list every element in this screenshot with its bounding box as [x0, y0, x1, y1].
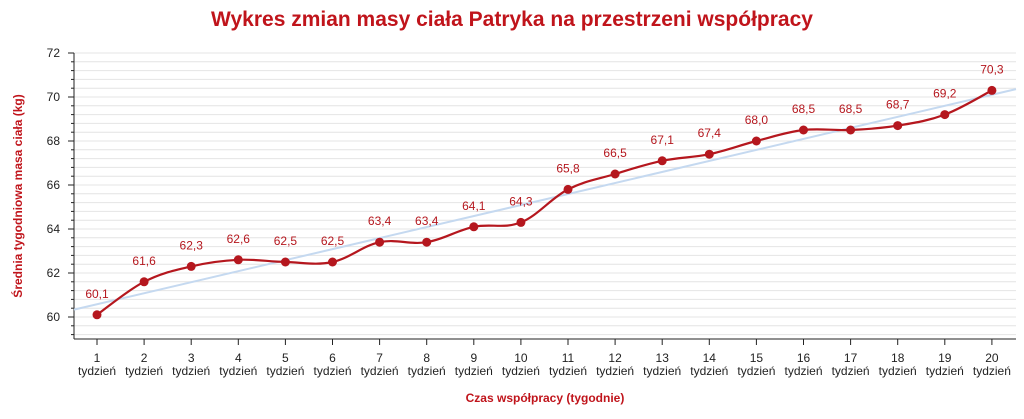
x-tick-labels: 1tydzień2tydzień3tydzień4tydzień5tydzień… — [78, 351, 1011, 378]
x-tick-sublabel: tydzień — [926, 364, 964, 378]
x-tick-label: 4 — [235, 351, 242, 365]
data-labels: 60,1 61,6 62,3 62,6 62,5 62,5 63,4 63,4 64,1 64,3… — [85, 62, 1004, 300]
x-tick-label: 17 — [844, 351, 858, 365]
y-tick-label: 60 — [47, 310, 61, 324]
x-tick-sublabel: tydzień — [690, 364, 728, 378]
x-tick-label: 1 — [94, 351, 101, 365]
data-label: 68,0 — [745, 113, 769, 127]
x-tick-label: 12 — [608, 351, 622, 365]
x-tick-label: 6 — [329, 351, 336, 365]
x-tick-label: 19 — [938, 351, 952, 365]
data-label: 64,3 — [509, 194, 533, 208]
axes — [68, 52, 1016, 345]
x-tick-sublabel: tydzień — [266, 364, 304, 378]
data-point — [704, 149, 714, 159]
x-tick-label: 10 — [514, 351, 528, 365]
x-tick-sublabel: tydzień — [78, 364, 116, 378]
data-label: 64,1 — [462, 199, 486, 213]
data-point — [328, 257, 337, 267]
x-tick-label: 16 — [797, 351, 811, 365]
x-tick-sublabel: tydzień — [832, 364, 870, 378]
data-label: 70,3 — [980, 62, 1004, 76]
x-tick-sublabel: tydzień — [219, 364, 257, 378]
x-tick-label: 15 — [750, 351, 764, 365]
data-label: 63,4 — [368, 214, 392, 228]
data-point — [422, 237, 432, 247]
trend-line — [73, 88, 1017, 311]
data-point — [516, 217, 526, 227]
x-tick-label: 14 — [703, 351, 717, 365]
x-tick-label: 18 — [891, 351, 905, 365]
x-tick-label: 7 — [376, 351, 383, 365]
x-axis-title: Czas współpracy (tygodnie) — [466, 391, 625, 405]
data-point — [799, 125, 808, 135]
y-tick-label: 62 — [47, 266, 61, 280]
data-point — [563, 184, 573, 194]
x-tick-sublabel: tydzień — [125, 364, 163, 378]
data-point — [92, 310, 102, 320]
x-tick-sublabel: tydzień — [973, 364, 1011, 378]
x-tick-sublabel: tydzień — [455, 364, 493, 378]
data-label: 68,5 — [792, 102, 816, 116]
data-label: 61,6 — [132, 254, 156, 268]
grid-lines — [74, 52, 1016, 336]
y-tick-labels: 60 62 64 66 68 70 72 — [47, 46, 61, 324]
data-point — [139, 277, 149, 287]
data-label: 62,5 — [321, 234, 345, 248]
data-point — [469, 222, 479, 232]
y-tick-label: 64 — [47, 222, 61, 236]
data-label: 62,5 — [274, 234, 298, 248]
x-tick-sublabel: tydzień — [596, 364, 634, 378]
x-tick-label: 9 — [470, 351, 477, 365]
y-tick-label: 68 — [47, 134, 61, 148]
x-tick-label: 2 — [141, 351, 148, 365]
data-point — [233, 255, 243, 265]
x-tick-sublabel: tydzień — [408, 364, 446, 378]
data-point — [893, 121, 903, 131]
x-tick-sublabel: tydzień — [784, 364, 822, 378]
data-point — [751, 136, 761, 146]
x-tick-label: 3 — [188, 351, 195, 365]
x-tick-label: 11 — [562, 351, 575, 365]
data-label: 67,1 — [651, 133, 675, 147]
x-tick-sublabel: tydzień — [313, 364, 351, 378]
chart-title: Wykres zmian masy ciała Patryka na przes… — [211, 8, 813, 31]
data-label: 66,5 — [603, 146, 627, 160]
data-label: 68,5 — [839, 102, 863, 116]
x-tick-sublabel: tydzień — [879, 364, 917, 378]
data-point — [940, 110, 950, 120]
y-tick-label: 72 — [47, 46, 61, 60]
data-point — [375, 237, 385, 247]
data-label: 62,6 — [227, 232, 251, 246]
x-tick-label: 20 — [985, 351, 999, 365]
trendline — [73, 88, 1017, 311]
x-tick-sublabel: tydzień — [737, 364, 775, 378]
data-label: 69,2 — [933, 87, 957, 101]
x-tick-sublabel: tydzień — [502, 364, 540, 378]
data-point — [280, 257, 290, 267]
data-label: 68,7 — [886, 98, 910, 112]
y-tick-label: 70 — [47, 90, 61, 104]
x-tick-sublabel: tydzień — [549, 364, 587, 378]
x-tick-sublabel: tydzień — [643, 364, 681, 378]
data-point — [610, 169, 620, 179]
x-tick-label: 5 — [282, 351, 289, 365]
x-tick-label: 13 — [656, 351, 670, 365]
data-label: 63,4 — [415, 214, 439, 228]
x-tick-sublabel: tydzień — [172, 364, 210, 378]
x-tick-sublabel: tydzień — [361, 364, 399, 378]
y-tick-label: 66 — [47, 178, 61, 192]
y-axis-title: Średnia tygodniowa masa ciała (kg) — [10, 94, 25, 297]
data-point — [186, 261, 196, 271]
data-label: 67,4 — [698, 126, 722, 140]
data-point — [657, 156, 667, 166]
x-tick-label: 8 — [423, 351, 430, 365]
data-point — [846, 125, 856, 135]
data-point — [987, 85, 997, 95]
data-label: 60,1 — [85, 287, 109, 301]
data-label: 65,8 — [556, 161, 580, 175]
data-label: 62,3 — [180, 238, 204, 252]
data-points — [92, 85, 997, 320]
